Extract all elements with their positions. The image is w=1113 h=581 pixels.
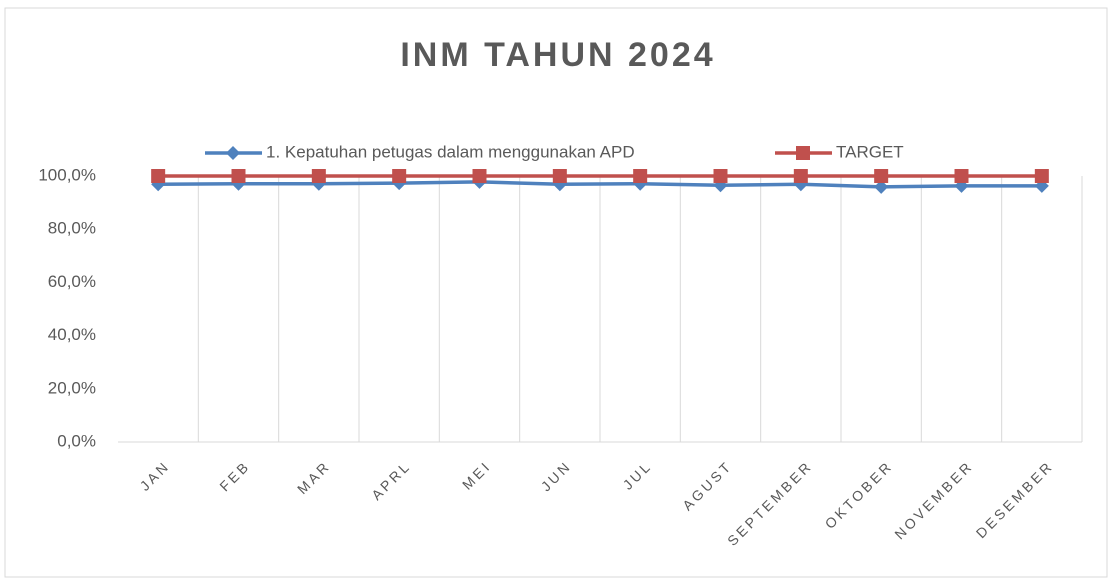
marker <box>793 169 808 183</box>
y-tick-label: 80,0% <box>48 219 96 238</box>
y-tick-label: 0,0% <box>57 431 96 450</box>
marker <box>1034 169 1049 183</box>
legend-marker <box>796 146 810 160</box>
marker <box>151 169 166 183</box>
legend-marker <box>226 146 240 160</box>
y-tick-label: 100,0% <box>38 165 96 184</box>
y-tick-label: 40,0% <box>48 325 96 344</box>
marker <box>874 179 889 194</box>
marker <box>954 169 969 183</box>
marker <box>874 169 889 183</box>
legend-label: TARGET <box>836 142 904 161</box>
marker <box>231 169 246 183</box>
marker <box>472 169 487 183</box>
marker <box>713 169 728 183</box>
series-line <box>158 180 1042 189</box>
chart-frame <box>4 7 1108 578</box>
marker <box>552 169 567 183</box>
legend-label: 1. Kepatuhan petugas dalam menggunakan A… <box>266 142 635 161</box>
y-tick-label: 20,0% <box>48 378 96 397</box>
marker <box>311 169 326 183</box>
marker <box>633 169 648 183</box>
chart-title: INM TAHUN 2024 <box>400 36 715 74</box>
marker <box>392 169 407 183</box>
y-tick-label: 60,0% <box>48 272 96 291</box>
